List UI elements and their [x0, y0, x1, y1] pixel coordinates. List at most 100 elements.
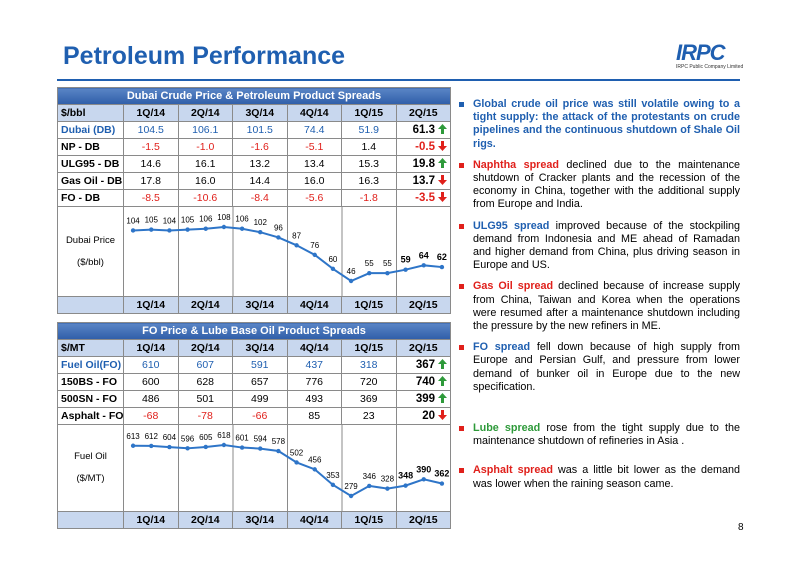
- value-cell: 104.5: [123, 121, 179, 139]
- point: [203, 226, 208, 231]
- table: FO Price & Lube Base Oil Product Spreads…: [56, 322, 452, 529]
- chart-label-cell: Fuel Oil ($/MT): [57, 424, 124, 512]
- value: 399: [415, 393, 436, 405]
- value: 501: [196, 393, 215, 405]
- value-cell: -66: [232, 407, 288, 425]
- value: -8.4: [250, 192, 269, 204]
- point: [348, 493, 354, 499]
- footer-cell: 4Q/14: [286, 511, 342, 529]
- value-cell: 657: [232, 373, 288, 391]
- value-cell: 20: [395, 407, 452, 425]
- footer-row: 1Q/14 2Q/14 3Q/14 4Q/14 1Q/15 2Q/15: [57, 296, 451, 314]
- arrow-icon: [438, 141, 447, 151]
- arrow-icon: [438, 376, 448, 386]
- value: 776: [305, 376, 324, 388]
- point: [185, 446, 190, 451]
- value: 499: [250, 393, 269, 405]
- header-cell: 2Q/14: [177, 339, 233, 357]
- data-label: 55: [365, 259, 374, 268]
- data-label: 87: [292, 231, 301, 240]
- bullet-lead: Asphalt spread: [473, 464, 553, 477]
- row-label: Fuel Oil(FO): [57, 356, 124, 374]
- data-label: 106: [235, 215, 249, 224]
- point: [167, 444, 172, 450]
- value-cell: 720: [341, 373, 397, 391]
- data-label: 104: [126, 216, 140, 225]
- point: [439, 481, 445, 486]
- value-cell: 16.0: [177, 172, 233, 190]
- bullet-lead: FO spread: [473, 341, 531, 354]
- value: 628: [196, 376, 215, 388]
- title-row: FO Price & Lube Base Oil Product Spreads: [56, 322, 452, 340]
- value-cell: -5.6: [286, 189, 342, 207]
- value: 369: [359, 393, 378, 405]
- header-cell: 1Q/14: [123, 104, 179, 122]
- value-cell: 23: [341, 407, 397, 425]
- value-cell: 16.3: [341, 172, 397, 190]
- data-label: 390: [416, 464, 431, 474]
- trend-arrow: [435, 175, 447, 187]
- data-row: ULG95 - DB 14.6 16.1 13.2 13.4 15.3 19.8: [57, 155, 451, 173]
- value: 657: [250, 376, 269, 388]
- data-row: Gas Oil - DB 17.8 16.0 14.4 16.0 16.3 13.7: [57, 172, 451, 190]
- point: [294, 243, 299, 248]
- value-cell: 369: [341, 390, 397, 408]
- value-cell: 16.1: [177, 155, 233, 173]
- slide-title: Petroleum Performance: [63, 42, 346, 70]
- value: 15.3: [358, 158, 379, 170]
- value: 51.9: [358, 124, 379, 136]
- value: 14.6: [140, 158, 161, 170]
- row-label: Asphalt - FO: [57, 407, 124, 425]
- value: 720: [359, 376, 378, 388]
- value: 1.4: [361, 141, 377, 153]
- value-cell: 61.3: [395, 121, 451, 139]
- arrow-icon: [438, 175, 447, 185]
- value: -1.0: [196, 141, 215, 153]
- value: 486: [141, 393, 160, 405]
- point: [294, 460, 299, 465]
- value-cell: 399: [395, 390, 452, 408]
- chart-label: Dubai Price: [65, 234, 116, 246]
- point: [421, 477, 426, 482]
- header-cell: 2Q/15: [395, 104, 451, 122]
- point: [258, 230, 263, 235]
- value-cell: 15.3: [341, 155, 397, 173]
- point: [221, 224, 227, 230]
- data-label: 578: [272, 437, 286, 446]
- value: 16.3: [358, 175, 379, 187]
- value-cell: -68: [123, 407, 179, 425]
- value-cell: 14.4: [232, 172, 288, 190]
- data-label: 105: [181, 216, 195, 225]
- value: 104.5: [137, 124, 164, 136]
- arrow-shape: [438, 410, 448, 420]
- footer-cell: 1Q/15: [341, 296, 397, 314]
- point: [185, 227, 190, 232]
- value-cell: 14.6: [123, 155, 179, 173]
- value: 16.0: [195, 175, 216, 187]
- row-label: NP - DB: [57, 138, 124, 156]
- row-label: Dubai (DB): [57, 121, 124, 139]
- value-cell: -8.4: [232, 189, 288, 207]
- table-title: FO Price & Lube Base Oil Product Spreads: [56, 322, 452, 340]
- bullet-text: rose from the tight supply due to the ma…: [473, 422, 741, 448]
- bullet-lead: Lube spread: [473, 422, 541, 435]
- bullet: Global crude oil price was still volatil…: [458, 98, 740, 151]
- data-label: 618: [217, 431, 231, 440]
- data-label: 605: [199, 433, 213, 442]
- value: 61.3: [412, 124, 435, 136]
- value: -1.5: [141, 141, 160, 153]
- point: [330, 482, 336, 488]
- trend-arrow: [435, 158, 447, 170]
- logo: IRPC IRPC Public Company Limited: [676, 40, 746, 70]
- point: [221, 442, 227, 448]
- value: 16.1: [195, 158, 216, 170]
- value: -1.8: [359, 192, 378, 204]
- header-cell: 4Q/14: [286, 104, 342, 122]
- header-cell: 3Q/14: [232, 339, 288, 357]
- bullet: Naphtha spread declined due to the maint…: [458, 159, 740, 212]
- bullet-lead: Gas Oil spread: [473, 280, 554, 293]
- point: [149, 443, 154, 449]
- footer-cell: 2Q/15: [395, 296, 451, 314]
- value-cell: 19.8: [395, 155, 451, 173]
- value-cell: -78: [177, 407, 233, 425]
